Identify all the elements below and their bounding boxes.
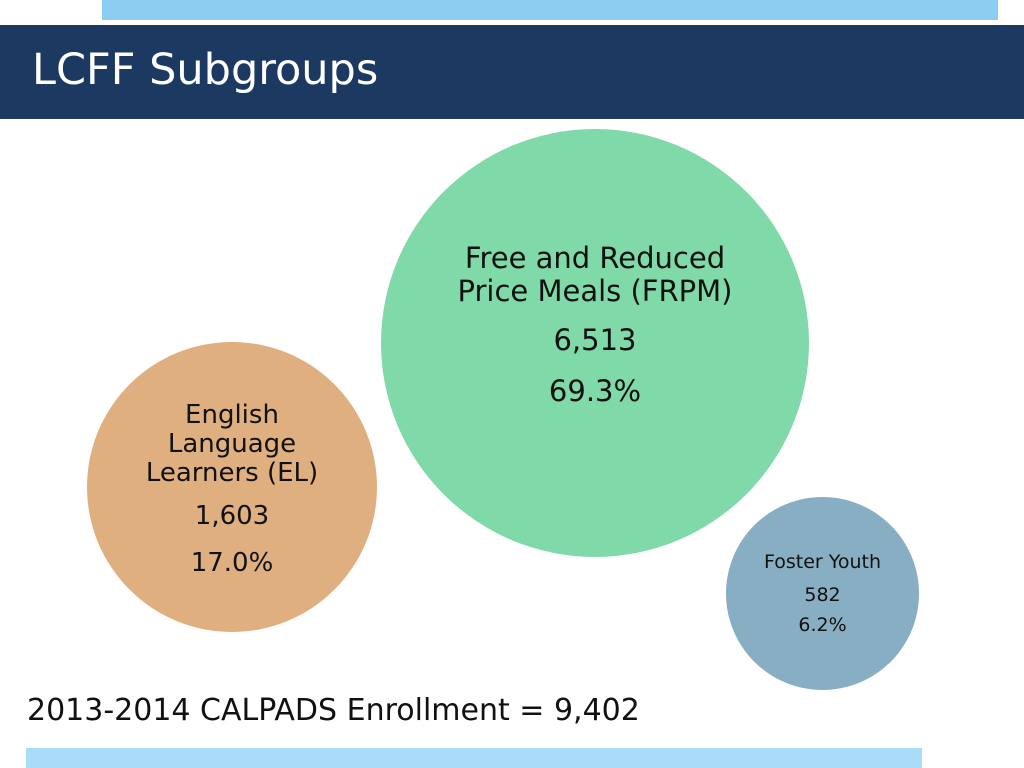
foster-youth-label: Foster Youth xyxy=(763,550,881,573)
title-bar xyxy=(0,25,1024,119)
slide-title: LCFF Subgroups xyxy=(32,45,379,95)
frpm-count: 6,513 xyxy=(553,323,637,358)
frpm-label: Free and Reduced Price Meals (FRPM) xyxy=(457,241,733,308)
el-label: English Language Learners (EL) xyxy=(145,399,319,488)
frpm-percent: 69.3% xyxy=(548,373,642,408)
el-count: 1,603 xyxy=(194,501,270,532)
enrollment-footer: 2013-2014 CALPADS Enrollment = 9,402 xyxy=(27,693,640,728)
top-accent-band xyxy=(102,0,998,20)
bottom-accent-band xyxy=(26,748,922,768)
foster-youth-count: 582 xyxy=(804,583,841,606)
el-percent: 17.0% xyxy=(190,547,274,578)
frpm-bubble: Free and Reduced Price Meals (FRPM) 6,51… xyxy=(381,129,809,557)
el-bubble: English Language Learners (EL) 1,603 17.… xyxy=(87,342,377,632)
foster-youth-percent: 6.2% xyxy=(798,614,847,637)
foster-youth-bubble: Foster Youth 582 6.2% xyxy=(726,497,919,690)
